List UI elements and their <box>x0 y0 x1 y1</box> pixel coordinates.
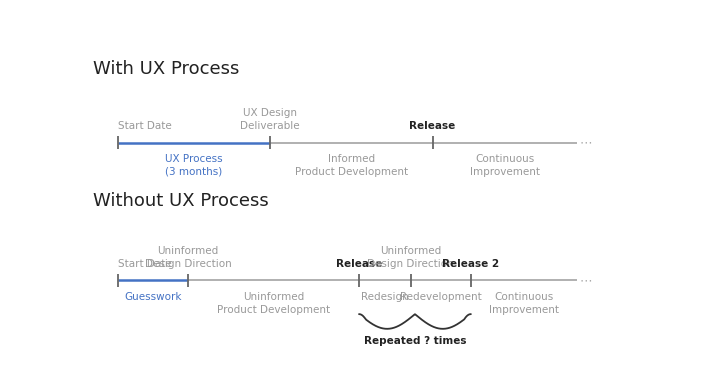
Text: Uninformed
Design Direction: Uninformed Design Direction <box>144 246 231 269</box>
Text: Start Date: Start Date <box>118 259 171 269</box>
Text: UX Design
Deliverable: UX Design Deliverable <box>240 109 299 131</box>
Text: Continuous
Improvement: Continuous Improvement <box>470 154 540 177</box>
Text: Continuous
Improvement: Continuous Improvement <box>489 292 559 315</box>
Text: Without UX Process: Without UX Process <box>93 192 268 210</box>
Text: Guesswork: Guesswork <box>124 292 182 302</box>
Text: Release 2: Release 2 <box>442 259 499 269</box>
Text: Redevelopment: Redevelopment <box>400 292 482 302</box>
Text: With UX Process: With UX Process <box>93 61 240 78</box>
Text: Release: Release <box>336 259 382 269</box>
Text: Redesign: Redesign <box>361 292 409 302</box>
Text: ⋯: ⋯ <box>579 274 592 287</box>
Text: Release: Release <box>409 121 456 131</box>
Text: Start Date: Start Date <box>118 121 171 131</box>
Text: ⋯: ⋯ <box>579 136 592 149</box>
Text: UX Process
(3 months): UX Process (3 months) <box>165 154 222 177</box>
Text: Repeated ? times: Repeated ? times <box>364 336 466 346</box>
Text: Uninformed
Design Direction: Uninformed Design Direction <box>367 246 454 269</box>
Text: Uninformed
Product Development: Uninformed Product Development <box>217 292 330 315</box>
Text: Informed
Product Development: Informed Product Development <box>294 154 408 177</box>
